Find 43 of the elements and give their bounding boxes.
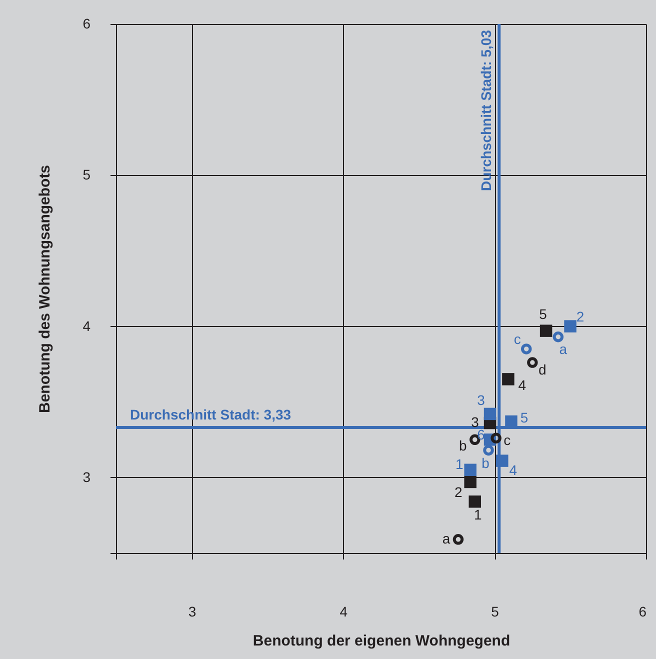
annotation: 2 [454,484,462,500]
annotation: b [482,455,490,472]
point [521,344,532,354]
annotation: 5 [539,306,548,322]
point [468,495,482,508]
annotation: 3 [471,414,480,430]
annotation: 3 [477,392,486,408]
y-tick-label: 6 [82,16,91,32]
annotation: a [442,530,450,546]
annotation: 4 [509,462,518,478]
point [483,444,494,456]
point [540,324,552,337]
x-axis-title: Benotung der eigenen Wohngegend [252,632,510,650]
point [464,464,476,476]
point [490,432,502,444]
point [564,320,576,332]
x-tick-label: 3 [188,604,196,620]
y-tick-label: 4 [82,318,91,334]
annotation: 4 [518,377,526,394]
annotation: c [504,432,511,448]
point [452,534,464,545]
x-tick-label: 4 [340,604,348,620]
point [527,357,538,368]
x-tick-label: 5 [491,604,500,620]
annotation: a [559,340,568,357]
x-tick-label: 6 [638,604,647,620]
point [552,332,564,342]
annotation: d [538,362,546,378]
point [464,476,476,488]
annotation: 2 [576,308,584,324]
annotation: b [458,438,467,454]
y-axis-title: Benotung des Wohnungsangebots [36,164,54,414]
point [496,454,508,467]
annotation: 1 [474,506,482,523]
point [502,373,514,386]
annotation: 1 [455,456,464,472]
annotation: 6 [477,426,486,443]
annotation: 5 [520,410,528,426]
y-tick-label: 5 [82,166,91,183]
annotation: c [514,330,521,347]
point [484,408,496,420]
ref-line-label: Durchschnitt Stadt: 5,03 [478,30,494,192]
y-tick-label: 3 [82,468,91,485]
